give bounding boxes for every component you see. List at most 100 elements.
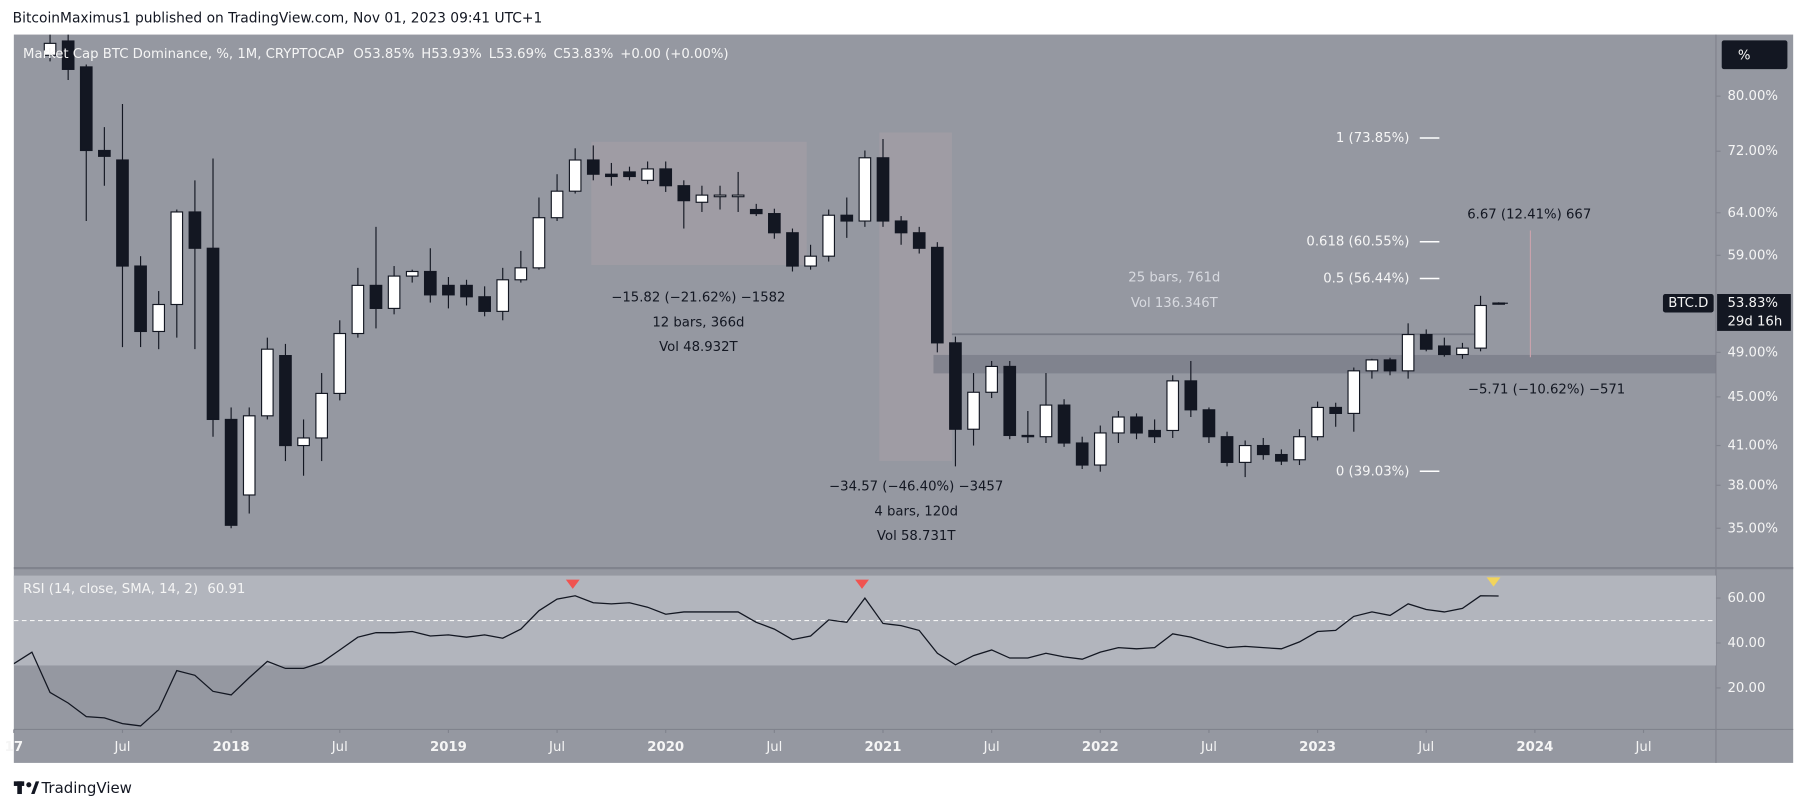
candle-body	[1057, 404, 1071, 444]
candle-body	[749, 208, 763, 215]
candle-body	[1293, 436, 1306, 461]
candle-body	[894, 220, 908, 234]
signal-marker	[1486, 577, 1501, 587]
y-tick-label: 64.00%	[1727, 206, 1778, 221]
candle-body	[224, 418, 238, 526]
x-tick-label: Jul	[113, 740, 130, 755]
signal-marker	[855, 579, 869, 589]
candle-body	[1275, 453, 1288, 462]
candle-body	[1456, 347, 1469, 356]
fib-label: 0.618 (60.55%)	[1306, 235, 1409, 250]
symbol-tag-bg	[1662, 294, 1714, 313]
x-tick-label: Jul	[983, 740, 1000, 755]
header: BitcoinMaximus1 published on TradingView…	[13, 10, 543, 26]
candle-body	[985, 365, 998, 393]
candle-body	[1093, 432, 1107, 466]
candle-body	[713, 194, 727, 198]
rsi-line	[13, 595, 1499, 727]
x-tick-label: 2022	[1082, 740, 1119, 755]
support-zone	[933, 354, 1716, 374]
candle-body	[423, 270, 437, 296]
ohlc-value: 53.93%	[431, 47, 482, 62]
annotation: Vol 48.932T	[659, 340, 738, 355]
x-tick-label: 2018	[213, 740, 250, 755]
candle-body	[1184, 380, 1198, 411]
candle-body	[496, 279, 510, 312]
candle-body	[98, 149, 111, 157]
footer-logo	[13, 781, 40, 795]
annotation: Vol 58.731T	[877, 529, 956, 544]
candle-body	[967, 391, 980, 430]
y-tick-label: 40.00	[1727, 636, 1765, 651]
rsi-value: 60.91	[207, 582, 245, 597]
candle-body	[1166, 380, 1180, 432]
candle-body	[1238, 444, 1252, 463]
countdown: 29d 16h	[1727, 315, 1782, 330]
annotation: −5.71 (−10.62%) −571	[1468, 383, 1625, 398]
ohlc-value: 53.69%	[496, 47, 547, 62]
candles	[43, 34, 1506, 529]
candle-body	[279, 355, 292, 447]
ohlc-key: O	[353, 47, 363, 62]
candle-body	[605, 173, 618, 178]
candle-body	[1003, 365, 1017, 437]
candle-body	[586, 159, 600, 175]
x-tick-label: Jul	[1200, 740, 1217, 755]
candle-body	[442, 284, 455, 296]
candle-body	[550, 190, 564, 219]
candle-body	[623, 171, 636, 178]
scale-mode-label[interactable]: %	[1738, 48, 1751, 63]
candle-body	[876, 157, 890, 222]
candle-body	[822, 214, 836, 257]
annotation: 4 bars, 120d	[874, 505, 958, 520]
candle-body	[731, 194, 745, 198]
scale-mode-button[interactable]	[1721, 40, 1788, 70]
candle-body	[170, 211, 184, 306]
ohlc-value: 53.83%	[563, 47, 614, 62]
candle-body	[1474, 304, 1487, 349]
candle-body	[188, 211, 202, 249]
rsi-title: RSI (14, close, SMA, 14, 2)	[23, 582, 198, 597]
candle-body	[1347, 370, 1361, 414]
y-tick-label: 41.00%	[1727, 439, 1778, 454]
x-tick-label: Jul	[1635, 740, 1652, 755]
candle-body	[1202, 409, 1216, 438]
y-tick-label: 59.00%	[1727, 248, 1778, 263]
symbol-tag: BTC.D	[1668, 296, 1708, 311]
candle-body	[1329, 406, 1343, 414]
candle-body	[768, 213, 781, 234]
candle-body	[1311, 406, 1324, 438]
candle-body	[1419, 333, 1433, 350]
candle-body	[1365, 359, 1379, 372]
candle-body	[930, 246, 944, 344]
candle-body	[1401, 333, 1415, 372]
candle-body	[1130, 416, 1143, 434]
y-tick-label: 72.00%	[1727, 144, 1778, 159]
fib-label: 0.5 (56.44%)	[1323, 271, 1409, 286]
rsi-clip	[13, 595, 1499, 727]
candle-body	[206, 247, 220, 421]
x-tick-label: Jul	[331, 740, 348, 755]
candle-body	[912, 232, 926, 249]
candle-body	[641, 168, 654, 181]
candle-body	[369, 284, 383, 309]
y-tick-label: 49.00%	[1727, 345, 1778, 360]
candle-body	[79, 66, 93, 152]
candle-body	[478, 296, 491, 312]
candle-body	[1039, 404, 1053, 438]
candle-body	[387, 275, 401, 309]
rsi-pane	[13, 575, 1716, 727]
x-tick-label: Jul	[548, 740, 565, 755]
candle-body	[1021, 434, 1035, 438]
candle-body	[1148, 429, 1161, 438]
candle-body	[949, 342, 962, 430]
candle-body	[677, 185, 691, 202]
change: +0.00 (+0.00%)	[620, 47, 728, 62]
candle-body	[43, 42, 57, 56]
annotation: −15.82 (−21.62%) −1582	[611, 290, 785, 305]
candle-body	[840, 214, 854, 222]
candle-body	[116, 159, 129, 267]
candle-body	[405, 270, 419, 277]
price-tag-bg	[1717, 294, 1791, 331]
